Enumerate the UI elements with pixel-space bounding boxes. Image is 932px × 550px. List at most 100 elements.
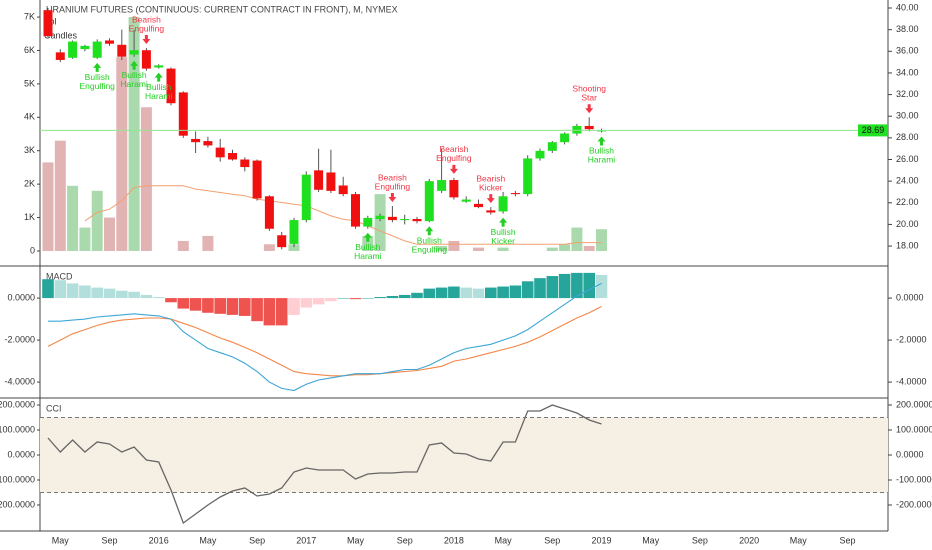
candle-body bbox=[387, 216, 397, 221]
pattern-label: Harami bbox=[145, 91, 173, 101]
candle-body bbox=[80, 45, 90, 50]
pattern-label: Bullish bbox=[589, 146, 614, 156]
y-tick-label: 38.00 bbox=[896, 24, 919, 34]
x-tick-label: Sep bbox=[249, 535, 265, 545]
pattern-label: Bullish bbox=[355, 242, 380, 252]
panel-title: CCI bbox=[46, 403, 62, 413]
histogram-bar bbox=[546, 276, 559, 299]
y-tick-label: 4K bbox=[24, 112, 35, 122]
volume-bar bbox=[583, 245, 595, 251]
histogram-bar bbox=[497, 286, 509, 299]
x-tick-label: May bbox=[790, 535, 808, 545]
candle-body bbox=[105, 40, 114, 44]
volume-bar bbox=[67, 185, 79, 251]
candle-body bbox=[191, 138, 201, 143]
pattern-label: Bullish bbox=[417, 236, 442, 246]
volume-bar bbox=[116, 57, 128, 251]
signal-line bbox=[47, 306, 602, 377]
y-tick-label: 34.00 bbox=[896, 67, 919, 77]
candle-body bbox=[584, 125, 594, 130]
volume-bar bbox=[79, 227, 91, 251]
y-tick-label: -4.0000 bbox=[896, 376, 927, 386]
histogram-bar bbox=[214, 298, 226, 314]
x-tick-label: Sep bbox=[397, 535, 413, 545]
pattern-label: Harami bbox=[354, 251, 382, 261]
pattern-arrow bbox=[142, 35, 151, 45]
pattern-arrow bbox=[93, 62, 102, 72]
candle-body bbox=[363, 217, 373, 227]
y-tick-label: 3K bbox=[24, 145, 35, 155]
histogram-bar bbox=[337, 298, 349, 299]
x-tick-label: 2020 bbox=[739, 535, 759, 545]
histogram-bar bbox=[362, 298, 374, 299]
histogram-bar bbox=[189, 298, 202, 311]
histogram-bar bbox=[140, 294, 153, 299]
x-tick-label: 2016 bbox=[149, 535, 169, 545]
pattern-arrow bbox=[486, 194, 495, 204]
candle-body bbox=[228, 153, 237, 160]
y-tick-label: 18.00 bbox=[896, 240, 919, 250]
candle-body bbox=[461, 199, 471, 202]
volume-bar bbox=[571, 227, 583, 251]
candle-body bbox=[289, 220, 299, 244]
y-tick-label: 36.00 bbox=[896, 46, 919, 56]
x-tick-label: 2017 bbox=[296, 535, 316, 545]
volume-ma-line bbox=[84, 185, 602, 245]
y-tick-label: 0.0000 bbox=[896, 292, 924, 302]
candle-body bbox=[141, 50, 151, 69]
band-fill bbox=[40, 417, 888, 493]
y-tick-label: -2.0000 bbox=[4, 334, 35, 344]
pattern-label: Engulfing bbox=[79, 81, 115, 91]
histogram-bar bbox=[411, 292, 423, 299]
last-price-box bbox=[858, 124, 888, 137]
pattern-label: Bullish bbox=[491, 227, 516, 237]
y-tick-label: 5K bbox=[24, 78, 35, 88]
chart-title: URANIUM FUTURES (CONTINUOUS: CURRENT CON… bbox=[46, 4, 398, 14]
y-tick-label: 0.0000 bbox=[7, 449, 35, 459]
x-tick-label: May bbox=[347, 535, 365, 545]
histogram-bar bbox=[509, 285, 522, 299]
histogram-bar bbox=[116, 290, 128, 299]
histogram-bar bbox=[288, 298, 300, 315]
candle-body bbox=[314, 170, 324, 190]
histogram-bar bbox=[177, 298, 190, 309]
y-tick-label: 0.0000 bbox=[896, 449, 924, 459]
x-tick-label: May bbox=[495, 535, 513, 545]
volume-bar bbox=[362, 235, 374, 251]
pattern-label: Bullish bbox=[122, 70, 147, 80]
histogram-bar bbox=[275, 298, 288, 326]
pattern-label: Engulfing bbox=[412, 245, 448, 255]
pattern-label: Star bbox=[581, 93, 597, 103]
histogram-bar bbox=[263, 298, 276, 326]
histogram-bar bbox=[54, 280, 67, 299]
histogram-bar bbox=[128, 291, 140, 299]
pattern-arrow bbox=[388, 193, 397, 203]
y-tick-label: 28.00 bbox=[896, 132, 919, 142]
y-tick-label: 0 bbox=[30, 245, 35, 255]
candle-body bbox=[535, 150, 545, 159]
y-tick-label: 1K bbox=[24, 212, 35, 222]
candle-body bbox=[68, 41, 78, 58]
volume-bar bbox=[448, 240, 460, 251]
x-tick-label: May bbox=[642, 535, 660, 545]
pattern-label: Bearish bbox=[378, 172, 407, 182]
candle-body bbox=[252, 160, 262, 199]
candle-body bbox=[375, 215, 385, 220]
candle-body bbox=[43, 10, 53, 37]
y-tick-label: 200.0000 bbox=[896, 399, 932, 409]
volume-bar bbox=[54, 140, 66, 251]
y-tick-label: -100.0000 bbox=[896, 474, 932, 484]
y-tick-label: 200.0000 bbox=[0, 399, 35, 409]
pattern-arrow bbox=[130, 60, 139, 70]
candle-body bbox=[412, 219, 422, 222]
y-tick-label: 30.00 bbox=[896, 111, 919, 121]
volume-bar bbox=[374, 194, 386, 251]
candle-body bbox=[117, 44, 127, 57]
candle-body bbox=[547, 142, 557, 151]
y-tick-label: 22.00 bbox=[896, 197, 919, 207]
last-price-label: 28.69 bbox=[862, 125, 885, 135]
x-tick-label: Sep bbox=[692, 535, 708, 545]
histogram-bar bbox=[349, 298, 362, 300]
y-tick-label: 0.0000 bbox=[7, 292, 35, 302]
y-tick-label: 26.00 bbox=[896, 154, 919, 164]
